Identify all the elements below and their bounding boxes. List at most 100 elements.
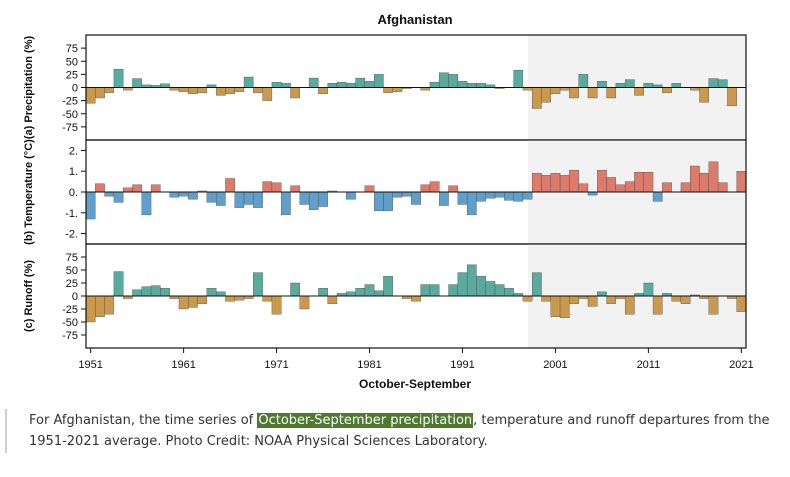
temperature-bar-1988 [429,181,440,193]
runoff-y-tick-label: 75 [66,252,78,264]
chart-title: Afghanistan [377,12,452,27]
precipitation-bar-1988 [429,82,440,88]
precipitation-bar-1999 [532,87,542,109]
precipitation-bar-1969 [253,87,263,93]
runoff-bar-1956 [132,289,142,297]
temperature-bar-2017 [699,173,709,193]
runoff-y-tick-label: 0 [72,291,78,303]
temperature-bar-1957 [141,191,152,216]
precipitation-bar-1983 [383,87,393,93]
runoff-bar-2009 [624,295,635,315]
x-tick-label: 1961 [171,359,195,371]
precipitation-bar-1954 [113,68,124,88]
x-axis-label: October-September [359,377,471,391]
temperature-bar-2002 [559,175,570,193]
temperature-bar-2010 [634,172,644,193]
runoff-bar-1994 [485,281,496,297]
runoff-bar-1954 [113,271,124,297]
precipitation-bar-1956 [132,78,142,88]
temperature-bar-1997 [513,191,524,202]
runoff-bar-1961 [178,295,189,310]
x-tick-label: 1951 [78,359,102,371]
precipitation-bars [85,68,737,109]
precipitation-bar-2008 [615,83,626,88]
temperature-bar-1973 [290,185,300,193]
temperature-bar-1965 [215,191,226,206]
precipitation-bar-1972 [281,83,291,88]
precipitation-bar-2020 [727,87,737,107]
precipitation-bar-2009 [624,79,635,88]
runoff-bar-1980 [355,288,366,297]
x-tick-label: 2011 [637,359,661,371]
runoff-bar-1951 [85,295,96,323]
runoff-bar-1982 [373,290,384,297]
runoff-y-tick-label: 50 [66,265,78,277]
precipitation-bar-1961 [178,87,189,92]
precipitation-bar-1962 [188,87,198,94]
runoff-bar-1981 [364,284,375,297]
precipitation-bar-1953 [104,87,115,93]
quote-bar [5,409,7,453]
runoff-bar-1986 [411,295,421,302]
precipitation-bar-1980 [355,77,366,88]
temperature-bar-2009 [624,181,635,193]
runoff-bar-1991 [457,272,468,297]
temperature-bar-1969 [253,191,263,208]
figure-caption: For Afghanistan, the time series of Octo… [29,410,779,452]
runoff-bar-1976 [318,288,328,297]
precipitation-bar-2011 [643,83,654,88]
temperature-bar-1952 [95,183,105,193]
runoff-bar-1990 [448,284,459,297]
temperature-y-tick-label: 1. [69,166,78,178]
runoff-bar-1996 [504,288,514,297]
precipitation-y-tick-label: -25 [62,96,78,108]
temperature-bar-1968 [243,191,254,205]
temperature-bar-1975 [308,191,319,210]
x-tick-label: 2021 [729,359,753,371]
temperature-bar-1985 [401,191,412,197]
caption-text-after: , temperature and runoff departures from… [29,413,770,449]
precipitation-bar-1966 [225,87,235,94]
temperature-bar-2015 [680,182,691,193]
runoff-bar-1979 [346,291,356,297]
runoff-bar-1959 [160,288,170,297]
temperature-bar-1999 [532,173,542,193]
temperature-bar-1996 [504,191,514,201]
temperature-bar-1958 [150,184,161,193]
runoff-y-tick-label: -50 [62,317,78,329]
precipitation-y-tick-label: -50 [62,109,78,121]
temperature-bar-1954 [113,191,124,203]
temperature-bar-2006 [597,169,607,193]
precipitation-bar-1989 [439,72,449,88]
temperature-bar-1987 [420,184,431,193]
precipitation-bar-1965 [215,87,226,96]
runoff-bar-1988 [429,284,440,297]
precipitation-bar-1952 [95,87,105,99]
precipitation-bar-2010 [634,87,644,96]
temperature-bar-1971 [271,182,282,193]
temperature-bar-1992 [466,191,477,216]
precipitation-bar-2006 [597,81,607,88]
precipitation-y-tick-label: 25 [66,69,78,81]
temperature-bar-1976 [318,191,328,207]
temperature-bar-1956 [132,184,142,193]
runoff-bar-1965 [215,291,226,297]
precipitation-bar-2000 [541,87,551,103]
precipitation-bar-1982 [373,74,384,88]
temperature-bar-2019 [717,182,728,193]
runoff-bar-2014 [671,295,682,302]
temperature-bar-2012 [652,191,663,202]
temperature-bar-1998 [522,191,533,200]
precipitation-bar-1991 [457,81,468,88]
temperature-bar-1994 [485,191,496,199]
precipitation-bar-1963 [197,87,208,93]
temperature-bar-1979 [346,191,356,200]
temperature-bar-1986 [411,191,421,205]
runoff-bar-1999 [532,272,542,297]
precipitation-bar-1967 [234,87,245,92]
runoff-bar-1953 [104,295,115,315]
temperature-bar-1966 [225,178,235,193]
